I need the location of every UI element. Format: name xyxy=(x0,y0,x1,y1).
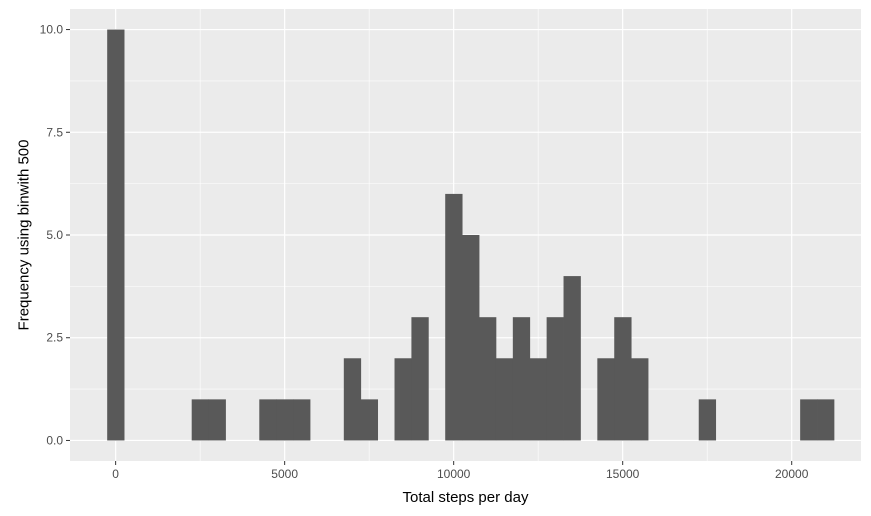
x-tick-label: 0 xyxy=(112,467,119,481)
x-tick-label: 20000 xyxy=(775,467,809,481)
y-tick-label: 0.0 xyxy=(46,433,63,447)
histogram-bar xyxy=(259,399,277,441)
x-tick-label: 10000 xyxy=(437,467,471,481)
histogram-bar xyxy=(191,399,209,441)
x-tick-label: 5000 xyxy=(271,467,298,481)
histogram-bar xyxy=(394,358,412,441)
histogram-bar xyxy=(563,276,581,441)
histogram-bar xyxy=(411,317,429,441)
histogram-bar xyxy=(597,358,615,441)
histogram-bar xyxy=(293,399,311,441)
histogram-bar xyxy=(462,235,480,441)
histogram-bar xyxy=(360,399,379,441)
histogram-bar xyxy=(343,358,362,441)
x-tick-label: 15000 xyxy=(606,467,640,481)
histogram-bars xyxy=(107,29,835,441)
histogram-bar xyxy=(512,317,531,441)
histogram-bar xyxy=(479,317,497,441)
histogram-bar xyxy=(546,317,564,441)
histogram-bar xyxy=(445,193,463,441)
histogram-bar xyxy=(631,358,649,441)
histogram-bar xyxy=(614,317,632,441)
y-tick-label: 7.5 xyxy=(46,125,63,139)
y-axis-ticks: 0.0 2.5 5.0 7.5 10.0 xyxy=(40,23,70,447)
histogram-bar xyxy=(529,358,548,441)
histogram-bar xyxy=(208,399,226,441)
histogram-bar xyxy=(698,399,717,441)
histogram-bar xyxy=(800,399,818,441)
histogram-bar xyxy=(107,29,125,441)
histogram-bar xyxy=(276,399,294,441)
y-tick-label: 5.0 xyxy=(46,228,63,242)
y-tick-label: 10.0 xyxy=(40,23,64,37)
histogram-bar xyxy=(817,399,835,441)
y-tick-label: 2.5 xyxy=(46,331,63,345)
y-axis-title: Frequency using binwith 500 xyxy=(15,140,32,331)
x-axis-title: Total steps per day xyxy=(403,489,529,506)
histogram-bar xyxy=(495,358,514,441)
x-axis-ticks: 0 5000 10000 15000 20000 xyxy=(112,461,809,481)
